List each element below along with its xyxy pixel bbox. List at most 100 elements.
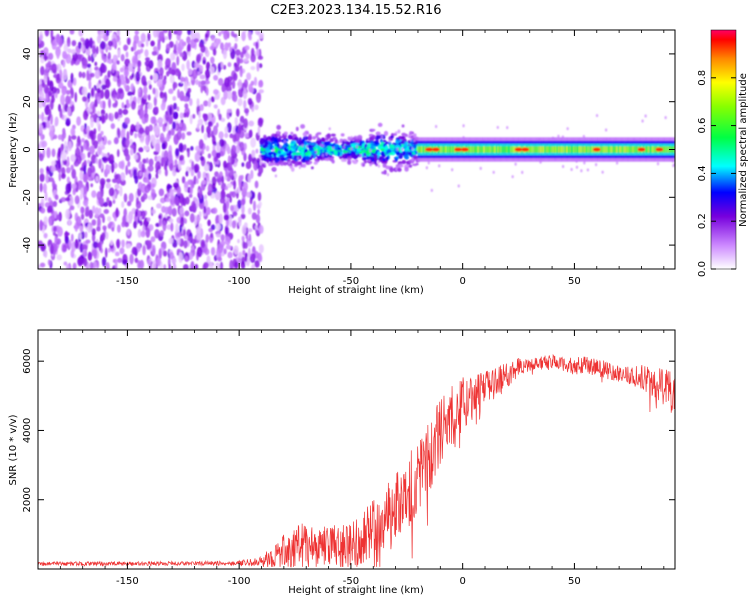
heatmap-cell	[56, 254, 63, 261]
heatmap-cell	[154, 143, 161, 153]
heatmap-cell	[300, 124, 306, 129]
heatmap-cell	[59, 38, 63, 47]
heatmap-cell	[123, 104, 127, 109]
heatmap-cell	[134, 175, 139, 184]
heatmap-cell	[255, 92, 262, 104]
heatmap-cell	[247, 97, 253, 106]
heatmap-cell	[50, 164, 55, 173]
snr-y-ticks: 2000 4000 6000	[22, 348, 675, 512]
heatmap-cell	[169, 74, 175, 84]
heatmap-cell	[581, 146, 583, 153]
heatmap-cell	[184, 103, 189, 109]
heatmap-cell	[624, 146, 626, 153]
heatmap-cell	[62, 131, 67, 139]
heatmap-cell	[81, 44, 85, 52]
heatmap-cell	[101, 256, 107, 267]
heatmap-cell	[41, 111, 45, 122]
heatmap-cell	[491, 146, 492, 153]
heatmap-cell	[604, 128, 608, 132]
heatmap-cell	[260, 138, 264, 143]
heatmap-cell	[300, 140, 304, 143]
heatmap-cell	[224, 132, 229, 139]
heatmap-cell	[43, 75, 48, 84]
heatmap-cell	[377, 160, 380, 164]
heatmap-cell	[404, 147, 408, 152]
heatmap-cell	[45, 173, 49, 184]
heatmap-cell	[183, 181, 189, 189]
heatmap-cell	[79, 225, 83, 233]
heatmap-cell	[474, 146, 476, 153]
heatmap-cell	[102, 225, 107, 231]
heatmap-cell	[78, 258, 84, 266]
heatmap-cell	[173, 82, 178, 89]
heatmap-cell	[585, 146, 587, 153]
heatmap-cell	[462, 124, 465, 128]
heatmap-cell	[86, 70, 90, 82]
heatmap-cell	[207, 183, 213, 194]
heatmap-cell	[209, 261, 214, 269]
heatmap-cell	[38, 153, 44, 162]
heatmap-cell	[122, 108, 129, 115]
heatmap-cell	[367, 137, 370, 141]
heatmap-cell	[559, 146, 561, 153]
heatmap-cell	[126, 37, 131, 46]
heatmap-cell	[46, 147, 51, 159]
heatmap-cell	[439, 146, 441, 153]
heatmap-cell	[635, 146, 636, 153]
heatmap-cell	[288, 154, 293, 160]
heatmap-cell	[613, 146, 614, 153]
heatmap-cell	[308, 147, 314, 152]
heatmap-cell	[97, 30, 101, 36]
heatmap-cell	[267, 152, 273, 156]
heatmap-cell	[457, 184, 460, 188]
heatmap-cell	[344, 140, 350, 145]
heatmap-cell	[185, 255, 189, 263]
heatmap-cell	[150, 40, 155, 47]
snr-series-line	[38, 353, 675, 568]
heatmap-cell	[116, 60, 120, 65]
heatmap-cell	[243, 99, 247, 110]
heatmap-cell	[316, 137, 320, 141]
heatmap-cell	[64, 235, 69, 244]
heatmap-cell	[447, 146, 449, 153]
heatmap-cell	[243, 79, 248, 89]
heatmap-cell	[380, 148, 385, 152]
heatmap-cell	[561, 164, 565, 169]
heatmap-cell	[80, 187, 84, 195]
heatmap-cell	[634, 146, 636, 153]
heatmap-cell	[92, 104, 96, 114]
heatmap-cell	[195, 145, 201, 152]
heatmap-cell	[175, 148, 180, 157]
heatmap-cell	[227, 162, 233, 172]
heatmap-cell	[123, 69, 130, 77]
heatmap-cell	[234, 117, 238, 126]
heatmap-cell	[168, 237, 174, 245]
heatmap-cell	[182, 263, 189, 269]
heatmap-cell	[362, 149, 366, 153]
heatmap-cell	[258, 31, 264, 39]
heatmap-cell	[88, 209, 93, 219]
heatmap-cell	[51, 160, 56, 166]
heatmap-cell	[158, 214, 162, 220]
heatmap-cell	[480, 146, 481, 153]
heatmap-cell	[85, 48, 91, 56]
heatmap-cell	[214, 93, 220, 100]
heatmap-cell	[237, 239, 240, 244]
heatmap-cell	[377, 122, 383, 128]
heatmap-cell	[570, 167, 573, 172]
heatmap-cell	[186, 59, 190, 70]
heatmap-cell	[71, 168, 77, 179]
heatmap-cell	[302, 135, 309, 141]
heatmap-cell	[253, 161, 259, 171]
heatmap-cell	[85, 146, 90, 152]
heatmap-cell	[144, 104, 148, 116]
heatmap-cell	[50, 30, 54, 40]
heatmap-cell	[147, 80, 152, 85]
heatmap-cell	[495, 146, 496, 153]
heatmap-cell	[248, 83, 253, 93]
heatmap-cell	[101, 156, 108, 162]
heatmap-cell	[238, 179, 242, 188]
heatmap-cell	[113, 137, 119, 145]
heatmap-cell	[509, 146, 511, 153]
